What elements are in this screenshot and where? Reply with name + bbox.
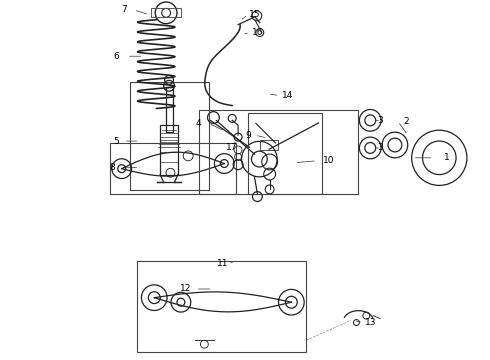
Text: 13: 13	[365, 318, 376, 327]
Text: 5: 5	[113, 136, 119, 145]
Bar	[166, 87, 172, 132]
Bar	[248, 113, 322, 194]
Text: 16: 16	[252, 28, 264, 37]
Text: 4: 4	[196, 119, 201, 128]
Text: 11: 11	[217, 259, 228, 268]
Text: 10: 10	[323, 156, 335, 165]
Bar	[198, 111, 358, 194]
Bar	[151, 8, 181, 17]
Text: 2: 2	[403, 117, 409, 126]
Bar	[110, 143, 236, 194]
Text: 9: 9	[245, 131, 251, 140]
Text: 6: 6	[113, 52, 119, 61]
Text: 7: 7	[121, 5, 126, 14]
Bar	[160, 125, 178, 175]
Text: 1: 1	[444, 153, 450, 162]
Text: 3: 3	[377, 116, 383, 125]
Text: 12: 12	[180, 284, 192, 293]
Bar	[129, 82, 209, 190]
Bar	[260, 140, 277, 150]
Bar	[137, 261, 306, 352]
Text: 14: 14	[282, 91, 293, 100]
Text: 15: 15	[249, 10, 261, 19]
Text: 3: 3	[377, 143, 383, 152]
Text: 8: 8	[109, 163, 115, 172]
Text: 17: 17	[226, 143, 238, 152]
